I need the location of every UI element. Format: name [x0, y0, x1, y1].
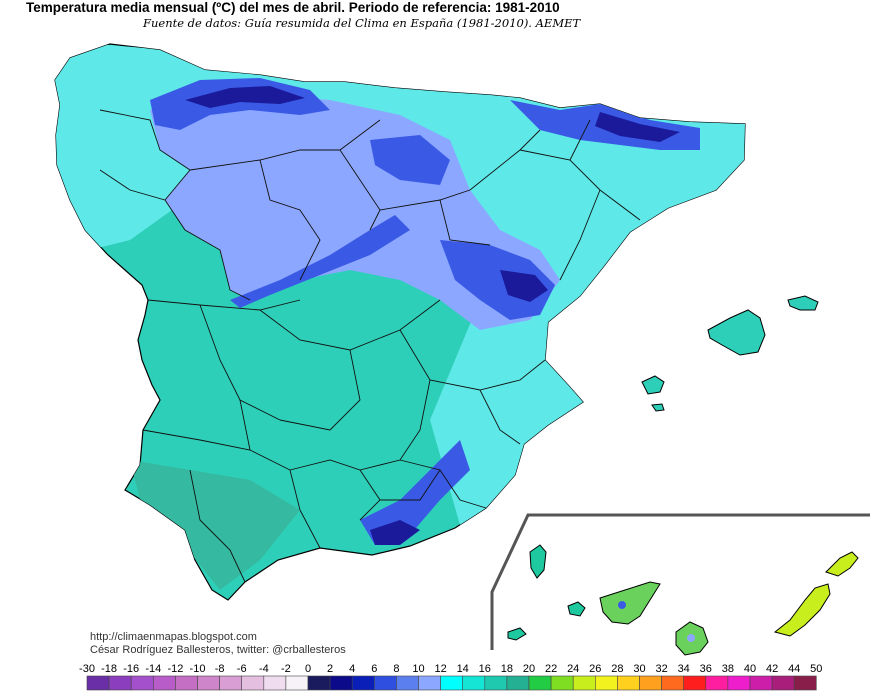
- iberian-system: [370, 135, 450, 185]
- legend-color-swatch: [175, 675, 198, 691]
- legend-tick-label: -18: [101, 663, 117, 675]
- legend-color-swatch: [241, 675, 265, 691]
- legend-color-swatch: [639, 675, 662, 691]
- legend-color-swatch: [307, 675, 331, 691]
- canary-islands: [507, 544, 859, 656]
- color-legend: -30 -18 -16 -14 -12 -10 -8 -6 -4 -2 0 2 4 6 8 10 12 14 16 1…: [79, 663, 822, 691]
- legend-tick-label: 44: [788, 663, 800, 675]
- tenerife-peak: [618, 601, 626, 609]
- legend-tick-label: 28: [611, 663, 623, 675]
- cantabrian-range: [150, 78, 330, 130]
- legend-tick-label: 4: [349, 663, 355, 675]
- legend-tick-label: -4: [259, 663, 269, 675]
- legend-tick-label: 14: [457, 663, 469, 675]
- legend-tick-label: 30: [633, 663, 645, 675]
- legend-tick-label: 2: [327, 663, 333, 675]
- legend-tick-label: -16: [123, 663, 139, 675]
- legend-color-swatch: [351, 675, 375, 691]
- legend-tick-label: 50: [810, 663, 822, 675]
- legend-tick-label: 26: [589, 663, 601, 675]
- legend-tick-label: 10: [412, 663, 424, 675]
- gran-canaria-peak: [687, 634, 695, 642]
- ibiza: [641, 375, 665, 395]
- fuerteventura: [773, 583, 831, 637]
- la-gomera: [567, 601, 586, 617]
- legend-color-swatch: [727, 675, 751, 691]
- legend-tick-label: 34: [678, 663, 690, 675]
- legend-color-swatch: [440, 675, 464, 691]
- canary-inset-frame: [490, 513, 870, 650]
- legend-tick-label: 0: [305, 663, 311, 675]
- legend-color-swatch: [705, 675, 729, 691]
- credits: http://climaenmapas.blogspot.com César R…: [90, 631, 346, 657]
- legend-color-swatch: [285, 675, 309, 691]
- el-hierro: [507, 627, 527, 641]
- legend-color-swatch: [130, 675, 154, 691]
- legend-tick-label: -2: [281, 663, 291, 675]
- temperature-map: [54, 43, 870, 656]
- legend-color-swatch: [484, 675, 508, 691]
- map-subtitle: Fuente de datos: Guía resumida del Clima…: [143, 16, 581, 30]
- cantabrian-peaks: [185, 86, 305, 108]
- legend-tick-label: 18: [501, 663, 513, 675]
- legend-color-swatch: [617, 675, 640, 691]
- sierra-nevada: [370, 520, 420, 545]
- lanzarote: [825, 551, 859, 577]
- central-system: [230, 215, 410, 308]
- legend-color-swatch: [418, 675, 441, 691]
- legend-color-swatch: [86, 675, 110, 691]
- baetic-system: [360, 440, 470, 545]
- legend-color-swatch: [749, 675, 773, 691]
- legend-tick-label: 20: [523, 663, 535, 675]
- legend-tick-label: 8: [393, 663, 399, 675]
- balearic-islands: [641, 295, 819, 412]
- legend-color-swatch: [550, 675, 574, 691]
- legend-tick-label: 36: [700, 663, 712, 675]
- legend-tick-label: 12: [434, 663, 446, 675]
- legend-tick-label: -10: [190, 663, 206, 675]
- legend-color-swatch: [594, 675, 618, 691]
- map-title: Temperatura media mensual (ºC) del mes d…: [26, 0, 560, 15]
- legend-color-swatch: [219, 675, 243, 691]
- legend-tick-label: 22: [545, 663, 557, 675]
- formentera: [651, 403, 665, 412]
- legend-color-swatch: [793, 675, 817, 691]
- legend-tick-label: 42: [766, 663, 778, 675]
- blog-url: http://climaenmapas.blogspot.com: [90, 631, 257, 643]
- legend-color-swatch: [108, 675, 132, 691]
- legend-color-swatch: [396, 675, 419, 691]
- legend-tick-label: 38: [722, 663, 734, 675]
- province-borders: [99, 109, 641, 583]
- legend-color-swatch: [329, 675, 353, 691]
- legend-tick-label: 24: [567, 663, 579, 675]
- legend-tick-label: -14: [145, 663, 161, 675]
- tenerife: [599, 581, 661, 625]
- legend-tick-label: 6: [371, 663, 377, 675]
- legend-tick-label: -30: [79, 663, 95, 675]
- legend-color-swatch: [572, 675, 596, 691]
- legend-color-swatch: [771, 675, 795, 691]
- legend-color-swatch: [197, 675, 220, 691]
- mallorca: [707, 309, 766, 356]
- legend-tick-label: 16: [479, 663, 491, 675]
- pyrenees-peaks: [595, 112, 680, 142]
- legend-tick-label: -8: [215, 663, 225, 675]
- legend-tick-label: 32: [655, 663, 667, 675]
- legend-color-swatch: [661, 675, 684, 691]
- legend-color-swatch: [153, 675, 176, 691]
- author-credit: César Rodríguez Ballesteros, twitter: @c…: [90, 644, 346, 656]
- la-palma: [529, 544, 547, 579]
- legend-color-swatch: [373, 675, 397, 691]
- legend-color-swatch: [528, 675, 552, 691]
- legend-color-swatch: [462, 675, 486, 691]
- menorca: [787, 295, 819, 311]
- legend-color-swatch: [506, 675, 530, 691]
- legend-color-swatch: [263, 675, 287, 691]
- legend-tick-label: -6: [237, 663, 247, 675]
- southern-valley: [130, 460, 300, 590]
- legend-tick-label: 40: [744, 663, 756, 675]
- legend-color-swatch: [683, 675, 707, 691]
- legend-tick-label: -12: [167, 663, 183, 675]
- teruel-peaks: [500, 270, 548, 302]
